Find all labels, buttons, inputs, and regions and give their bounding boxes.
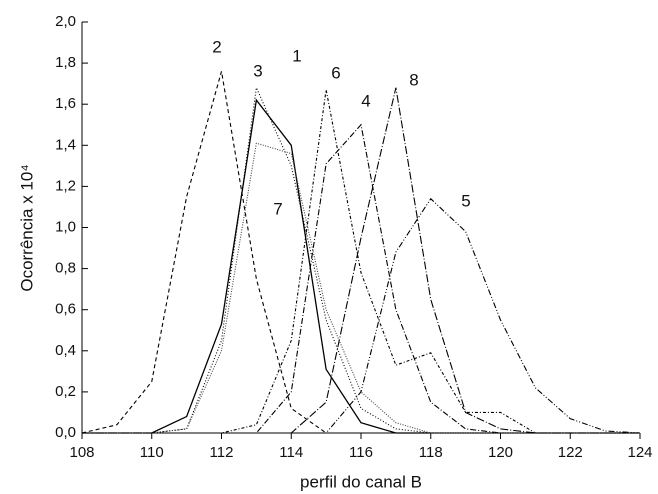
y-tick-label: 1,8 <box>55 54 76 71</box>
series-label: 5 <box>461 191 470 210</box>
x-tick-label: 108 <box>69 444 94 461</box>
series-line <box>82 89 640 434</box>
x-tick-label: 120 <box>488 444 513 461</box>
series-label: 3 <box>253 61 262 80</box>
x-tick-label: 112 <box>210 444 234 461</box>
x-tick-label: 124 <box>627 444 652 461</box>
series-line <box>82 87 640 434</box>
series-line <box>82 142 640 434</box>
y-axis-label: Ocorrência x 10⁴ <box>17 164 36 291</box>
y-tick-label: 0,0 <box>55 424 76 441</box>
y-tick-label: 1,4 <box>55 136 76 153</box>
y-tick-label: 0,2 <box>55 383 76 400</box>
y-tick-label: 1,0 <box>55 218 76 235</box>
x-tick-label: 118 <box>419 444 443 461</box>
y-tick-label: 0,8 <box>55 260 76 277</box>
series-label: 6 <box>331 63 340 82</box>
series-line <box>82 197 641 434</box>
series-label: 7 <box>273 199 282 218</box>
y-tick-label: 1,2 <box>55 177 76 194</box>
x-axis-label: perfil do canal B <box>300 472 422 491</box>
x-tick-label: 110 <box>140 444 164 461</box>
y-tick-label: 1,6 <box>55 95 76 112</box>
y-tick-label: 2,0 <box>55 13 76 30</box>
x-tick-label: 116 <box>349 444 373 461</box>
series-label: 4 <box>361 91 370 110</box>
x-tick-label: 114 <box>279 444 303 461</box>
series-label: 2 <box>212 37 221 56</box>
x-tick-label: 122 <box>558 444 583 461</box>
y-tick-label: 0,6 <box>55 301 76 318</box>
y-tick-label: 0,4 <box>55 342 76 359</box>
series-line <box>82 85 640 434</box>
series-line <box>82 98 640 434</box>
series-label: 1 <box>292 46 301 65</box>
series-label: 8 <box>409 70 418 89</box>
series-line <box>82 123 640 434</box>
